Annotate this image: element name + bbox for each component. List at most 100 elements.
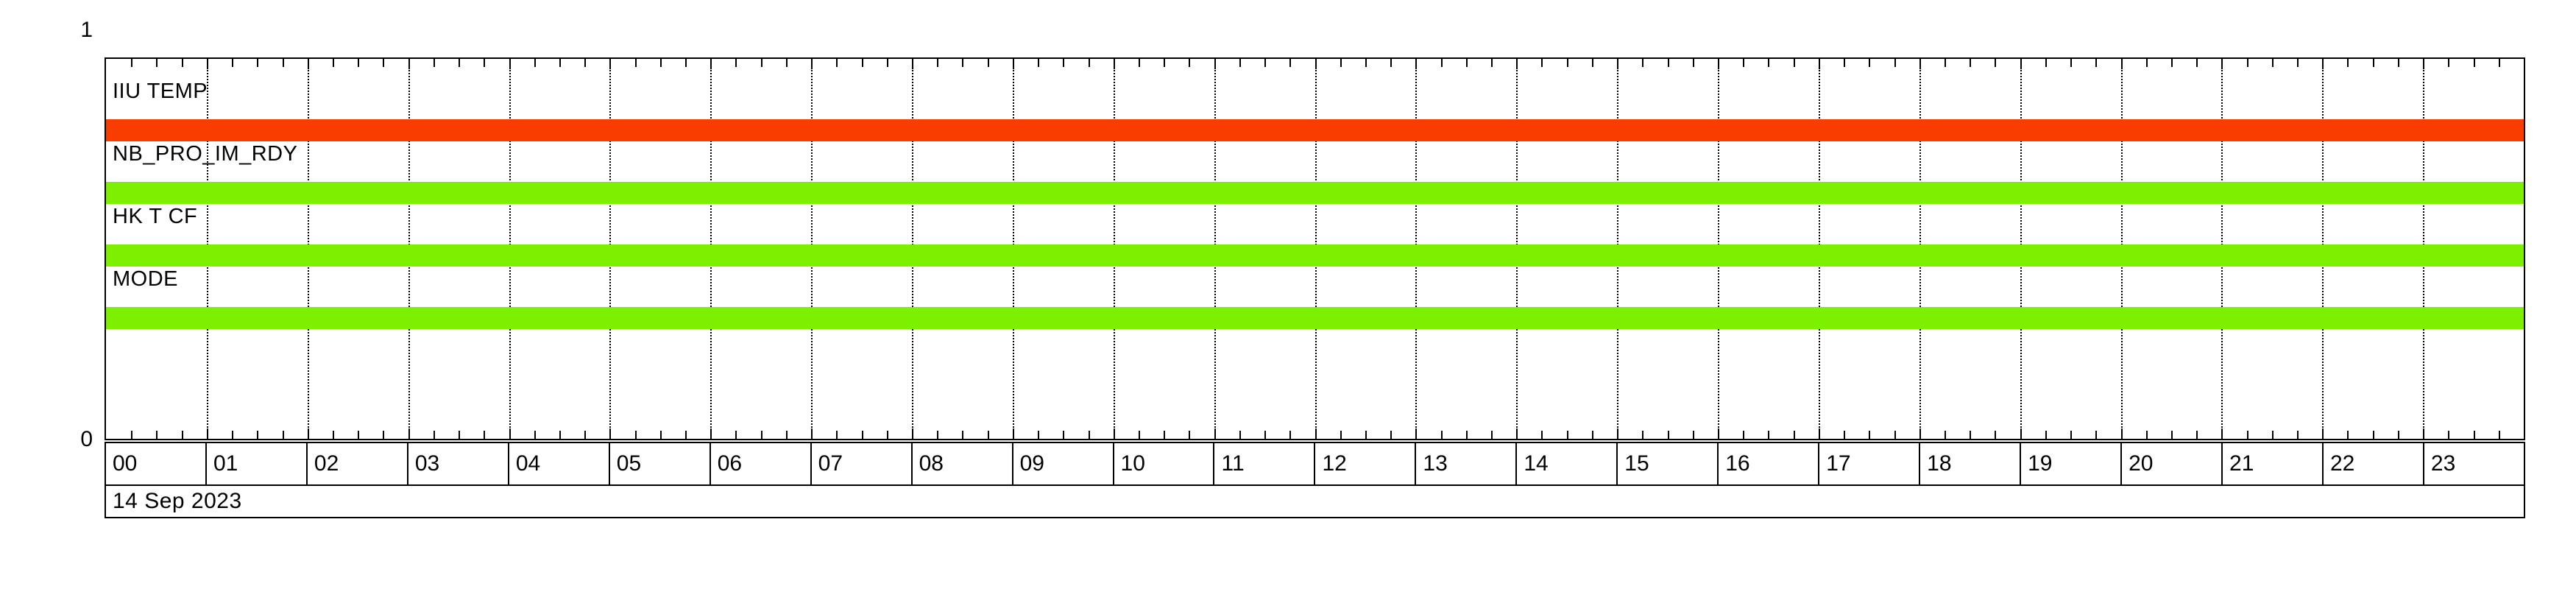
tick-top-major <box>2120 59 2123 69</box>
tick-bot-major <box>609 428 612 439</box>
tick-bot-minor <box>1591 431 1593 439</box>
tick-bot-minor <box>2372 431 2374 439</box>
tick-top-major <box>2020 59 2022 69</box>
tick-bot-major <box>1314 428 1317 439</box>
tick-bot-minor <box>1970 431 1972 439</box>
tick-bot-minor <box>1390 431 1393 439</box>
tick-top-minor <box>156 59 158 67</box>
tick-bot-minor <box>433 431 435 439</box>
tick-bot-minor <box>1465 431 1468 439</box>
hour-cell-17: 17 <box>1819 443 1921 484</box>
tick-bot-minor <box>1869 431 1871 439</box>
tick-bot-major <box>307 428 309 439</box>
status-row-label-1: NB_PRO_IM_RDY <box>113 142 298 166</box>
tick-top-minor <box>1491 59 1493 67</box>
tick-top-major <box>1919 59 1921 69</box>
tick-top-major <box>1516 59 1518 69</box>
tick-bot-minor <box>2397 431 2399 439</box>
tick-top-minor <box>584 59 587 67</box>
tick-top-minor <box>2397 59 2399 67</box>
tick-bot-major <box>2322 428 2324 439</box>
tick-bot-minor <box>2145 431 2148 439</box>
tick-bot-major <box>2221 428 2223 439</box>
tick-top-minor <box>1970 59 1972 67</box>
tick-top-minor <box>2473 59 2475 67</box>
tick-bot-minor <box>232 431 234 439</box>
tick-bot-minor <box>634 431 637 439</box>
tick-top-minor <box>1869 59 1871 67</box>
tick-bot-minor <box>1768 431 1770 439</box>
tick-top-minor <box>2070 59 2073 67</box>
tick-top-minor <box>937 59 939 67</box>
tick-bot-minor <box>836 431 838 439</box>
status-bar-1 <box>106 182 2524 204</box>
tick-top-minor <box>181 59 183 67</box>
tick-top-minor <box>2271 59 2274 67</box>
hour-cell-15: 15 <box>1618 443 1719 484</box>
tick-top-minor <box>559 59 561 67</box>
tick-bot-minor <box>534 431 536 439</box>
hour-cell-07: 07 <box>812 443 913 484</box>
tick-bot-minor <box>584 431 587 439</box>
tick-bot-minor <box>1289 431 1292 439</box>
tick-bot-minor <box>937 431 939 439</box>
tick-top-minor <box>459 59 461 67</box>
tick-bot-major <box>2020 428 2022 439</box>
tick-bot-major <box>1919 428 1921 439</box>
tick-top-major <box>1718 59 1719 69</box>
tick-top-major <box>307 59 309 69</box>
tick-top-minor <box>1894 59 1896 67</box>
tick-bot-major <box>1214 428 1216 439</box>
tick-top-minor <box>1642 59 1644 67</box>
hour-cell-08: 08 <box>913 443 1013 484</box>
tick-top-minor <box>1239 59 1241 67</box>
tick-bot-major <box>1012 428 1014 439</box>
tick-top-minor <box>1164 59 1166 67</box>
tick-top-minor <box>685 59 687 67</box>
tick-bot-major <box>2120 428 2123 439</box>
hour-cell-19: 19 <box>2021 443 2123 484</box>
hour-cell-18: 18 <box>1920 443 2022 484</box>
tick-top-minor <box>1440 59 1443 67</box>
tick-bot-minor <box>358 431 360 439</box>
tick-bot-minor <box>2448 431 2450 439</box>
date-strip: 14 Sep 2023 <box>105 486 2525 518</box>
tick-top-minor <box>1038 59 1040 67</box>
tick-bot-minor <box>1264 431 1267 439</box>
tick-bot-minor <box>1138 431 1140 439</box>
tick-top-minor <box>433 59 435 67</box>
tick-bot-minor <box>1365 431 1367 439</box>
hour-cell-02: 02 <box>308 443 408 484</box>
tick-bot-minor <box>1491 431 1493 439</box>
tick-bot-minor <box>332 431 334 439</box>
tick-top-minor <box>2297 59 2299 67</box>
tick-top-minor <box>2170 59 2173 67</box>
tick-bot-minor <box>2045 431 2047 439</box>
tick-bot-minor <box>2473 431 2475 439</box>
tick-top-minor <box>1189 59 1191 67</box>
y-axis-top-label: 1 <box>80 18 93 42</box>
tick-top-minor <box>1264 59 1267 67</box>
tick-top-major <box>2221 59 2223 69</box>
hour-label-strip: 00 01 02 03 04 05 06 07 08 09 10 11 12 13 14 15 16 17 18 19… <box>105 442 2525 486</box>
tick-top-minor <box>1692 59 1694 67</box>
tick-bot-minor <box>2498 431 2500 439</box>
plot-area: IIU TEMP NB_PRO_IM_RDY HK T CF MODE <box>105 57 2525 440</box>
tick-top-minor <box>1591 59 1593 67</box>
tick-top-major <box>1314 59 1317 69</box>
tick-bot-minor <box>1088 431 1090 439</box>
tick-top-major <box>1214 59 1216 69</box>
tick-bot-major <box>1516 428 1518 439</box>
y-axis-bottom-label: 0 <box>80 427 93 451</box>
tick-bot-minor <box>1667 431 1669 439</box>
tick-bot-minor <box>1692 431 1694 439</box>
tick-bot-minor <box>1894 431 1896 439</box>
hour-cell-09: 09 <box>1013 443 1114 484</box>
tick-top-minor <box>1465 59 1468 67</box>
tick-bot-minor <box>1844 431 1846 439</box>
tick-bot-minor <box>1995 431 1997 439</box>
tick-top-major <box>1415 59 1418 69</box>
status-bar-2 <box>106 244 2524 267</box>
tick-bot-major <box>1617 428 1619 439</box>
